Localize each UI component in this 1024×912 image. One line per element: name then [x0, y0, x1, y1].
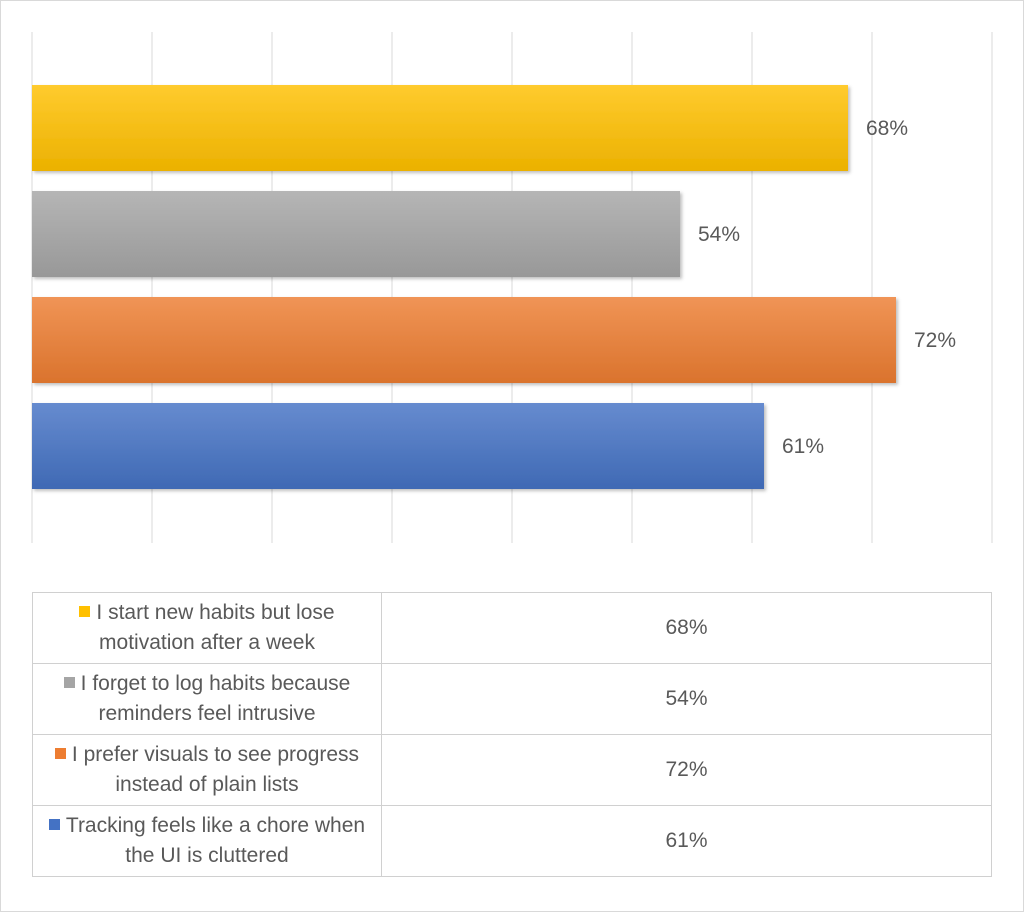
data-table: I start new habits but lose motivation a… [32, 560, 992, 877]
bar-chart: 68% 54% 72% 61% [31, 32, 993, 543]
data-label: 72% [914, 329, 956, 352]
bar [32, 297, 896, 383]
data-labels: 68% 54% 72% 61% [698, 117, 956, 458]
table-corner [33, 560, 382, 593]
bars [32, 85, 896, 489]
table-value-cell: 68% [381, 592, 992, 664]
table-value-cell: 72% [381, 734, 992, 806]
table-value-cell: 54% [381, 663, 992, 735]
table-label-cell: Tracking feels like a chore when the UI … [32, 805, 382, 877]
table-label-text: I prefer visuals to see progress instead… [71, 743, 360, 796]
table-row: I start new habits but lose motivation a… [32, 592, 992, 664]
legend-swatch [79, 606, 91, 617]
legend-swatch [48, 819, 60, 830]
table-label-cell: I start new habits but lose motivation a… [32, 592, 382, 664]
table-label-text: I forget to log habits because reminders… [80, 672, 351, 725]
table-header-cell [381, 560, 992, 593]
data-label: 54% [698, 223, 740, 246]
table-label-cell: I forget to log habits because reminders… [32, 663, 382, 735]
table-value-cell: 61% [381, 805, 992, 877]
table-row: I forget to log habits because reminders… [32, 663, 992, 735]
table-row: I prefer visuals to see progress instead… [32, 734, 992, 806]
table-header-row [33, 560, 992, 593]
bar [32, 191, 680, 277]
data-label: 61% [782, 435, 824, 458]
bar [32, 85, 848, 171]
table-label-text: Tracking feels like a chore when the UI … [65, 814, 366, 867]
table-label-text: I start new habits but lose motivation a… [96, 601, 335, 654]
legend-swatch [54, 748, 66, 759]
bar [32, 403, 764, 489]
data-label: 68% [866, 117, 908, 140]
legend-swatch [63, 677, 75, 688]
table-label-cell: I prefer visuals to see progress instead… [32, 734, 382, 806]
table-row: Tracking feels like a chore when the UI … [32, 805, 992, 877]
